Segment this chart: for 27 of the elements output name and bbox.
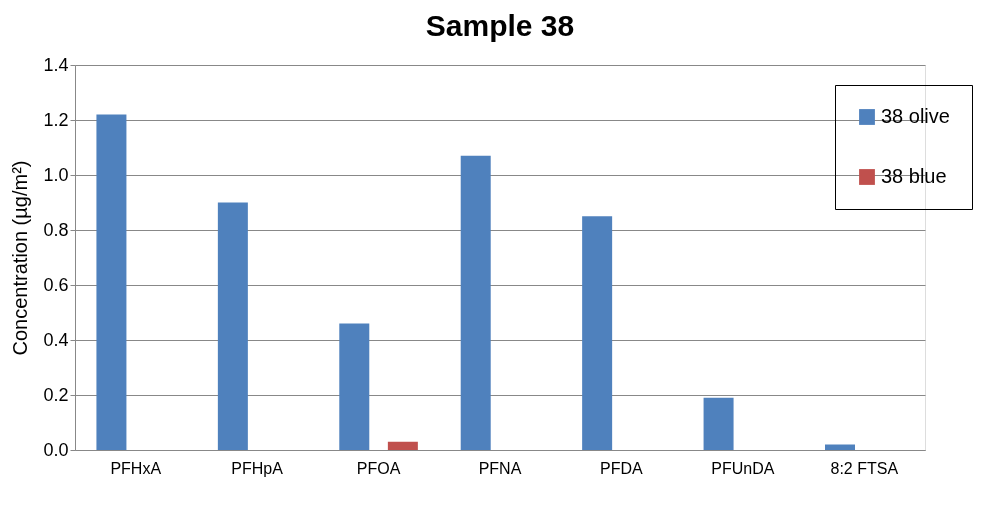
- x-tick-label: PFNA: [478, 459, 522, 477]
- bar: [96, 114, 127, 450]
- x-tick-label: PFUnDA: [711, 459, 775, 477]
- bar: [582, 216, 613, 450]
- bar: [825, 444, 855, 450]
- x-tick-label: PFDA: [600, 459, 644, 477]
- y-tick-label: 0.6: [43, 274, 69, 295]
- legend-label: 38 blue: [881, 165, 947, 187]
- legend-label: 38 olive: [881, 105, 950, 127]
- x-tick-label: PFOA: [356, 459, 401, 477]
- y-tick-label: 0.0: [43, 439, 69, 460]
- bar: [339, 323, 370, 450]
- bar: [387, 441, 418, 450]
- y-tick-label: 0.2: [43, 384, 69, 405]
- bar: [703, 397, 734, 450]
- x-tick-label: PFHpA: [231, 459, 284, 477]
- y-axis-title: Concentration (µg/m²): [9, 160, 32, 356]
- bar: [460, 155, 491, 450]
- x-tick-label: 8:2 FTSA: [830, 459, 899, 477]
- bar: [217, 202, 248, 450]
- y-tick-label: 1.2: [43, 109, 69, 130]
- x-tick-label: PFHxA: [110, 459, 162, 477]
- y-tick-label: 1.0: [43, 164, 69, 185]
- y-tick-label: 1.4: [43, 54, 69, 75]
- y-tick-label: 0.4: [43, 329, 69, 350]
- chart-title: Sample 38: [425, 9, 575, 42]
- y-tick-label: 0.8: [43, 219, 69, 240]
